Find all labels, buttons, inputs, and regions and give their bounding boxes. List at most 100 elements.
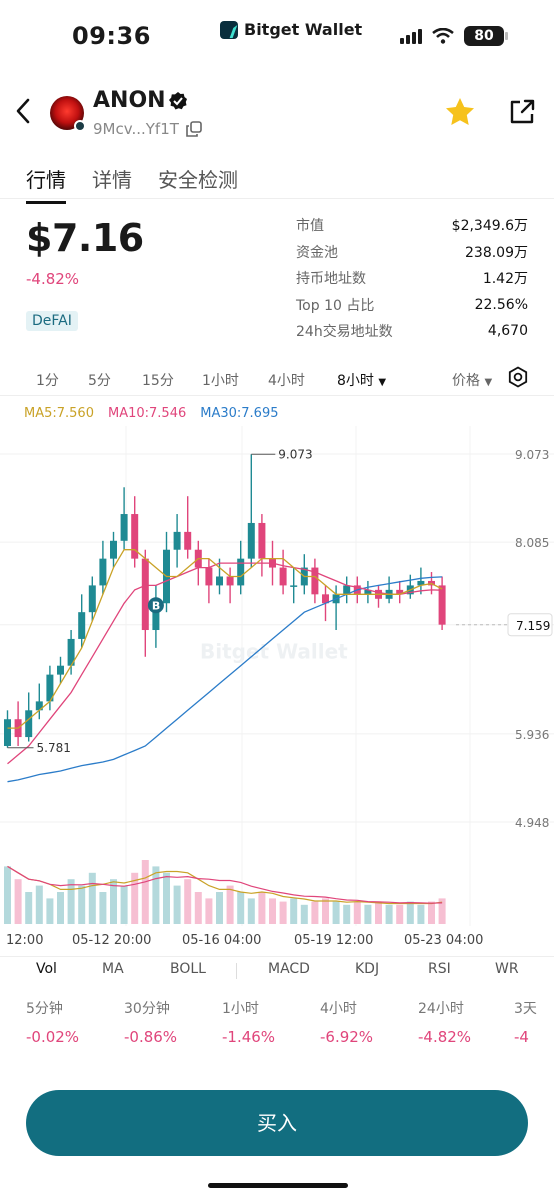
- home-indicator: [208, 1183, 348, 1188]
- volume-bar: [163, 872, 170, 924]
- interval-selector: 1分 5分 15分 1小时 4小时 8小时 ▼ 价格 ▼: [0, 366, 554, 394]
- volume-bar: [131, 872, 139, 924]
- dropdown-caret-icon: ▼: [484, 377, 493, 388]
- status-bar: 09:36 Bitget Wallet 80: [0, 0, 554, 64]
- current-price-tag: [507, 613, 553, 637]
- candle-body: [438, 585, 446, 625]
- volume-bar: [194, 892, 202, 924]
- interval-15m[interactable]: 15分: [142, 373, 174, 389]
- volume-bar: [25, 892, 33, 924]
- candle-body: [364, 589, 372, 595]
- volume-bar: [226, 885, 234, 924]
- volume-bar: [332, 901, 340, 924]
- app-name: Bitget Wallet: [244, 20, 363, 39]
- volume-bar: [269, 898, 276, 924]
- volume-bar: [173, 885, 181, 924]
- stat-24h-traders: 24h交易地址数 4,670: [296, 323, 528, 341]
- wifi-icon: [432, 28, 454, 44]
- chain-badge-icon: [74, 120, 86, 132]
- favorite-star-icon[interactable]: [444, 96, 476, 128]
- current-price: $7.16: [26, 216, 144, 260]
- interval-5m[interactable]: 5分: [88, 373, 111, 389]
- volume-bar: [141, 860, 149, 924]
- perf-1h: 1小时 -1.46%: [222, 1001, 276, 1046]
- candle-body: [237, 558, 245, 586]
- indicator-wr[interactable]: WR: [495, 961, 519, 977]
- volume-bar: [258, 892, 266, 924]
- candle-body: [120, 514, 128, 541]
- candle-body: [35, 701, 43, 711]
- price-mode-dropdown[interactable]: 价格 ▼: [452, 373, 493, 389]
- detail-tabs: 行情 详情 安全检测: [26, 164, 238, 204]
- price-chart[interactable]: Bitget Wallet 9.073 8.085 5.936 4.948 7.159 9.…: [0, 426, 554, 948]
- stat-holders: 持币地址数 1.42万: [296, 271, 528, 288]
- volume-bar: [237, 892, 245, 924]
- interval-4h[interactable]: 4小时: [268, 373, 305, 389]
- stat-market-cap: 市值 $2,349.6万: [296, 218, 528, 235]
- back-arrow-icon[interactable]: [12, 96, 36, 126]
- x-tick-label: 05-16 04:00: [182, 933, 261, 948]
- indicator-separator: [236, 963, 237, 979]
- candle-body: [4, 719, 11, 746]
- volume-bar: [438, 898, 446, 924]
- candle-body: [417, 580, 425, 586]
- copy-icon[interactable]: [186, 121, 202, 137]
- volume-bar: [46, 898, 54, 924]
- volume-bar: [300, 904, 308, 924]
- candle-body: [343, 585, 351, 595]
- interval-1m[interactable]: 1分: [36, 373, 59, 389]
- ma30-line: [7, 576, 443, 783]
- battery-icon: 80: [464, 26, 508, 46]
- indicator-rsi[interactable]: RSI: [428, 961, 451, 977]
- interval-divider: [0, 395, 554, 396]
- share-icon[interactable]: [508, 98, 536, 126]
- indicator-boll[interactable]: BOLL: [170, 961, 206, 977]
- candlestick-chart[interactable]: Bitget Wallet 9.073 8.085 5.936 4.948 7.159 9.…: [0, 426, 554, 956]
- token-name: ANON: [93, 88, 166, 113]
- y-tick-label: 8.085: [515, 536, 549, 550]
- volume-bar: [428, 901, 435, 924]
- candle-body: [67, 638, 75, 666]
- perf-24h: 24小时 -4.82%: [418, 1001, 472, 1046]
- candle-body: [322, 594, 329, 604]
- volume-bar: [88, 872, 96, 924]
- candle-body: [46, 674, 54, 702]
- status-icons: 80: [400, 26, 508, 46]
- interval-8h[interactable]: 8小时 ▼: [337, 373, 387, 389]
- indicator-kdj[interactable]: KDJ: [355, 961, 380, 977]
- buy-button[interactable]: 买入: [26, 1090, 528, 1156]
- volume-bar: [364, 904, 372, 924]
- candle-body: [25, 710, 33, 738]
- candle-body: [152, 603, 160, 631]
- indicator-vol[interactable]: Vol: [36, 961, 57, 977]
- candle-body: [184, 531, 192, 550]
- stat-liquidity: 资金池 238.09万: [296, 244, 528, 261]
- watermark: Bitget Wallet: [200, 639, 348, 663]
- indicator-macd[interactable]: MACD: [268, 961, 310, 977]
- performance-row: 5分钟 -0.02% 30分钟 -0.86% 1小时 -1.46% 4小时 -6.92%…: [0, 998, 554, 1058]
- y-tick-label: 9.073: [515, 448, 549, 462]
- chart-settings-icon[interactable]: [507, 366, 529, 388]
- volume-bar: [311, 901, 319, 924]
- candle-body: [216, 576, 223, 586]
- candle-body: [141, 558, 149, 631]
- volume-bar: [375, 901, 382, 924]
- buy-marker: [147, 597, 164, 614]
- volume-bar: [343, 904, 351, 924]
- status-time: 09:36: [72, 22, 151, 50]
- interval-1h[interactable]: 1小时: [202, 373, 239, 389]
- dropdown-caret-icon: ▼: [378, 377, 387, 388]
- perf-30m: 30分钟 -0.86%: [124, 1001, 178, 1046]
- ma5-value: MA5:7.560: [24, 406, 94, 421]
- tab-security[interactable]: 安全检测: [158, 168, 238, 192]
- volume-bar: [290, 898, 298, 924]
- contract-address: 9Mcv...Yf1T: [93, 120, 179, 138]
- tab-market[interactable]: 行情: [26, 164, 66, 204]
- volume-bar: [385, 904, 393, 924]
- volume-bar: [353, 901, 361, 924]
- token-stats: 市值 $2,349.6万 资金池 238.09万 持币地址数 1.42万 Top 10…: [296, 212, 528, 345]
- tab-details[interactable]: 详情: [92, 168, 132, 192]
- category-tag[interactable]: DeFAI: [26, 311, 78, 331]
- volume-bar: [417, 904, 425, 924]
- indicator-ma[interactable]: MA: [102, 961, 124, 977]
